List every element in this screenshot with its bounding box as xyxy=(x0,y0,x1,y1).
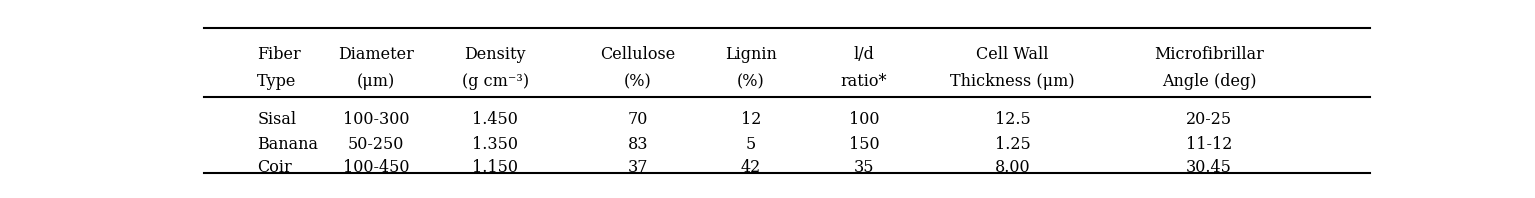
Text: l/d: l/d xyxy=(853,46,875,63)
Text: 11-12: 11-12 xyxy=(1187,136,1233,153)
Text: Cell Wall: Cell Wall xyxy=(976,46,1048,63)
Text: 20-25: 20-25 xyxy=(1187,111,1233,128)
Text: Diameter: Diameter xyxy=(338,46,414,63)
Text: Angle (deg): Angle (deg) xyxy=(1162,73,1256,90)
Text: Thickness (μm): Thickness (μm) xyxy=(950,73,1074,90)
Text: Cellulose: Cellulose xyxy=(600,46,675,63)
Text: ratio*: ratio* xyxy=(841,73,887,90)
Text: (g cm⁻³): (g cm⁻³) xyxy=(462,73,528,90)
Text: 100: 100 xyxy=(849,111,880,128)
Text: 1.25: 1.25 xyxy=(995,136,1030,153)
Text: 1.450: 1.450 xyxy=(473,111,519,128)
Text: 100-300: 100-300 xyxy=(342,111,410,128)
Text: 5: 5 xyxy=(746,136,757,153)
Text: (%): (%) xyxy=(737,73,764,90)
Text: Fiber: Fiber xyxy=(258,46,301,63)
Text: 12.5: 12.5 xyxy=(995,111,1030,128)
Text: (%): (%) xyxy=(625,73,652,90)
Text: 150: 150 xyxy=(849,136,880,153)
Text: Microfibrillar: Microfibrillar xyxy=(1154,46,1263,63)
Text: Type: Type xyxy=(258,73,296,90)
Text: 8.00: 8.00 xyxy=(995,159,1030,176)
Text: 50-250: 50-250 xyxy=(348,136,404,153)
Text: Banana: Banana xyxy=(258,136,318,153)
Text: 100-450: 100-450 xyxy=(342,159,410,176)
Text: 35: 35 xyxy=(853,159,875,176)
Text: 1.350: 1.350 xyxy=(473,136,519,153)
Text: 70: 70 xyxy=(628,111,648,128)
Text: 12: 12 xyxy=(741,111,761,128)
Text: 37: 37 xyxy=(628,159,648,176)
Text: 83: 83 xyxy=(628,136,648,153)
Text: Sisal: Sisal xyxy=(258,111,296,128)
Text: 1.150: 1.150 xyxy=(473,159,519,176)
Text: Coir: Coir xyxy=(258,159,292,176)
Text: 30.45: 30.45 xyxy=(1187,159,1233,176)
Text: 42: 42 xyxy=(741,159,761,176)
Text: Lignin: Lignin xyxy=(725,46,777,63)
Text: (μm): (μm) xyxy=(358,73,396,90)
Text: Density: Density xyxy=(465,46,527,63)
